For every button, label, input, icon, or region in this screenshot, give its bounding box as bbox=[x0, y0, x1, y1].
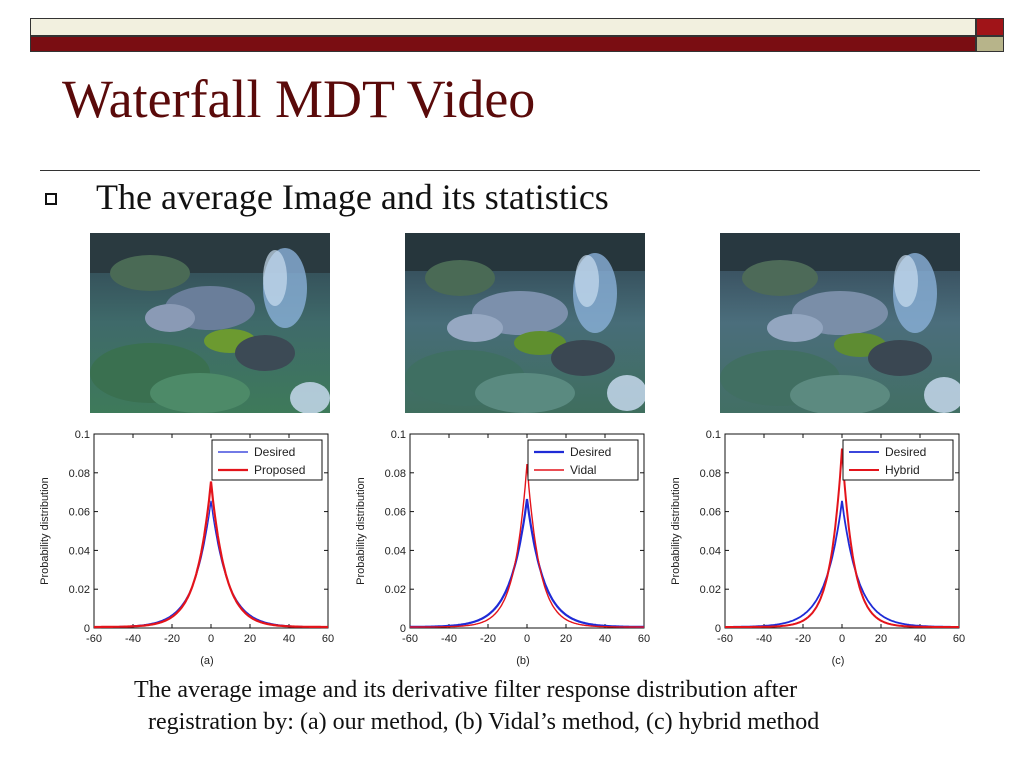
x-tick-label: -40 bbox=[125, 633, 141, 645]
waterfall-average-image-c bbox=[720, 233, 960, 413]
panel-label: (b) bbox=[516, 655, 529, 667]
legend-box bbox=[211, 439, 323, 481]
y-tick-label: 0.1 bbox=[75, 429, 90, 441]
y-tick-label: 0.02 bbox=[69, 584, 90, 596]
y-tick-label: 0.06 bbox=[385, 507, 406, 519]
x-tick-label: 0 bbox=[208, 633, 214, 645]
slide-title: Waterfall MDT Video bbox=[62, 69, 536, 129]
y-tick-label: 0.04 bbox=[69, 545, 90, 557]
series-line-hybrid bbox=[725, 448, 959, 628]
x-tick-label: -20 bbox=[164, 633, 180, 645]
x-tick-label: -60 bbox=[86, 633, 102, 645]
header-corner-olive-square bbox=[976, 36, 1004, 52]
y-axis-label: Probability distribution bbox=[355, 477, 367, 585]
title-divider bbox=[40, 170, 980, 171]
legend-entry: Proposed bbox=[254, 463, 305, 477]
caption-line-2: registration by: (a) our method, (b) Vid… bbox=[148, 709, 820, 735]
x-tick-label: 60 bbox=[322, 633, 334, 645]
y-tick-label: 0.08 bbox=[69, 468, 90, 480]
legend-box bbox=[527, 439, 639, 481]
x-tick-label: -60 bbox=[717, 633, 733, 645]
x-tick-label: 0 bbox=[839, 633, 845, 645]
caption-line-1: The average image and its derivative fil… bbox=[134, 677, 798, 703]
x-tick-label: -40 bbox=[441, 633, 457, 645]
legend-entry: Hybrid bbox=[885, 463, 920, 477]
header-bar-dark-red bbox=[30, 36, 976, 52]
legend-box bbox=[842, 439, 954, 481]
x-tick-label: -20 bbox=[795, 633, 811, 645]
bullet-text: The average Image and its statistics bbox=[96, 177, 609, 217]
y-tick-label: 0.02 bbox=[700, 584, 721, 596]
x-tick-label: 0 bbox=[524, 633, 530, 645]
y-tick-label: 0.06 bbox=[69, 507, 90, 519]
x-tick-label: 40 bbox=[599, 633, 611, 645]
x-tick-label: 60 bbox=[638, 633, 650, 645]
panel-label: (a) bbox=[200, 655, 213, 667]
series-line-proposed bbox=[94, 481, 328, 629]
y-tick-label: 0.08 bbox=[385, 468, 406, 480]
bullet-square-icon bbox=[45, 193, 57, 205]
x-tick-label: -20 bbox=[480, 633, 496, 645]
y-tick-label: 0.1 bbox=[706, 429, 721, 441]
y-tick-label: 0.06 bbox=[700, 507, 721, 519]
x-tick-label: 20 bbox=[244, 633, 256, 645]
y-tick-label: 0.04 bbox=[700, 545, 721, 557]
y-tick-label: 0 bbox=[400, 623, 406, 635]
series-line-vidal bbox=[410, 464, 644, 628]
y-tick-label: 0.08 bbox=[700, 468, 721, 480]
x-tick-label: -40 bbox=[756, 633, 772, 645]
header-bar-light bbox=[30, 18, 976, 36]
y-tick-label: 0.02 bbox=[385, 584, 406, 596]
x-tick-label: 20 bbox=[560, 633, 572, 645]
waterfall-average-image-b bbox=[405, 233, 645, 413]
x-tick-label: 20 bbox=[875, 633, 887, 645]
legend-entry: Desired bbox=[254, 445, 295, 459]
x-tick-label: 60 bbox=[953, 633, 965, 645]
header-corner-red-square bbox=[976, 18, 1004, 36]
chart-a: -60 -40 -20 0 20 40 60 0 0.02 0.04 0.06 0.08 0.1 Prob… bbox=[39, 429, 334, 667]
legend-entry: Desired bbox=[570, 445, 611, 459]
y-tick-label: 0.04 bbox=[385, 545, 406, 557]
y-axis-label: Probability distribution bbox=[39, 477, 51, 585]
y-axis-label: Probability distribution bbox=[670, 477, 682, 585]
y-tick-label: 0.1 bbox=[391, 429, 406, 441]
chart-c: -60 -40 -20 0 20 40 60 0 0.02 0.04 0.06 0.08 0.1 Prob… bbox=[670, 429, 965, 667]
panel-label: (c) bbox=[832, 655, 845, 667]
chart-b: -60 -40 -20 0 20 40 60 0 0.02 0.04 0.06 0.08 0.1 Prob… bbox=[355, 429, 650, 667]
legend-entry: Vidal bbox=[570, 463, 596, 477]
x-tick-label: 40 bbox=[283, 633, 295, 645]
series-line-desired bbox=[410, 498, 644, 628]
x-tick-label: 40 bbox=[914, 633, 926, 645]
y-tick-label: 0 bbox=[84, 623, 90, 635]
legend-entry: Desired bbox=[885, 445, 926, 459]
x-tick-label: -60 bbox=[402, 633, 418, 645]
waterfall-average-image-a bbox=[90, 233, 330, 413]
y-tick-label: 0 bbox=[715, 623, 721, 635]
